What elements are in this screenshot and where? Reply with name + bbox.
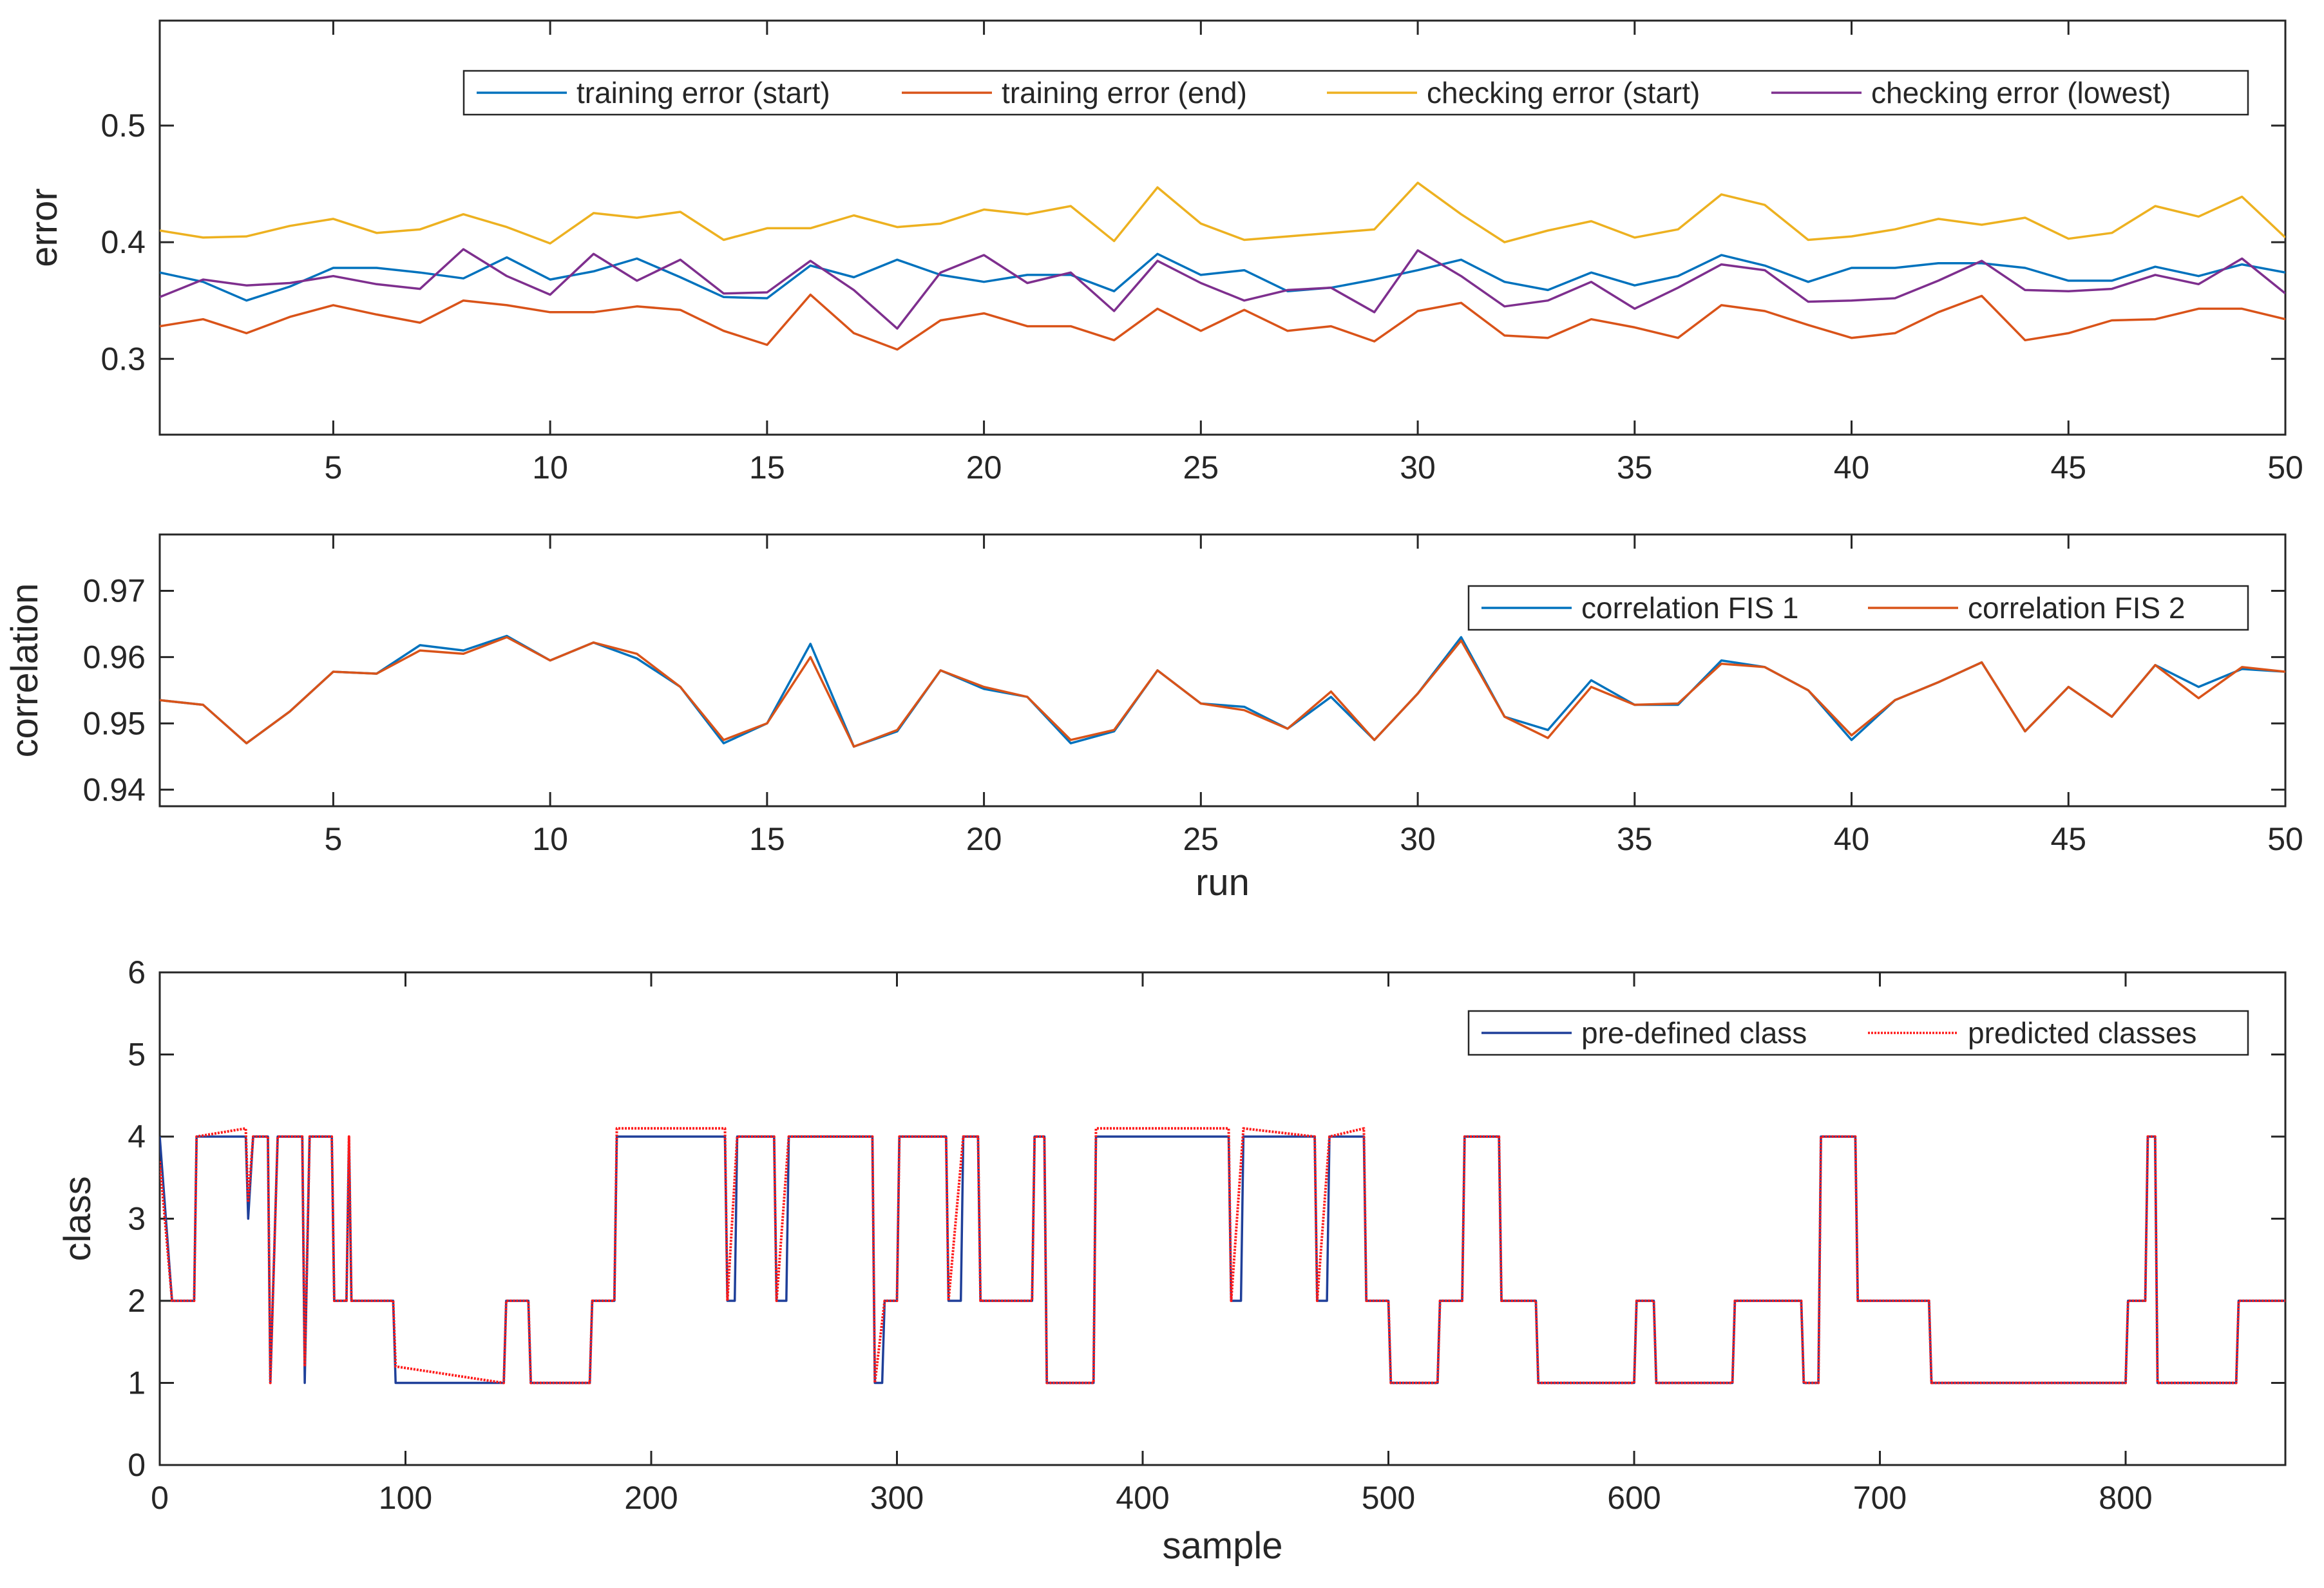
x-tick-label: 35 xyxy=(1617,821,1653,857)
series-line-checking-error-start- xyxy=(160,182,2285,245)
panel-class: 0 100 200 300 400 500 600 700 800 0 1 2 3 4 5 6 class sam… xyxy=(57,954,2287,1567)
series-line-correlation-fis-2 xyxy=(160,636,2285,748)
x-tick-label: 40 xyxy=(1834,821,1870,857)
x-tick-label: 800 xyxy=(2099,1480,2152,1516)
x-tick-label: 30 xyxy=(1400,449,1436,486)
series-group xyxy=(160,1127,2285,1385)
x-tick-label: 200 xyxy=(624,1480,678,1516)
legend-label: checking error (start) xyxy=(1427,76,1700,109)
x-tick-label: 700 xyxy=(1853,1480,1907,1516)
legend: correlation FIS 1 correlation FIS 2 xyxy=(1467,585,2249,631)
y-axis-title: correlation xyxy=(4,583,46,758)
legend-label: training error (start) xyxy=(576,76,830,109)
legend-box xyxy=(1467,585,2249,631)
x-tick-label: 500 xyxy=(1362,1480,1415,1516)
x-tick-label: 45 xyxy=(2050,449,2086,486)
legend-label: pre-defined class xyxy=(1581,1016,1807,1050)
y-tick-label: 0.96 xyxy=(83,639,146,675)
y-tick-label: 0.94 xyxy=(83,771,146,808)
y-tick-label: 5 xyxy=(128,1037,146,1073)
y-tick-label: 0 xyxy=(128,1447,146,1483)
y-tick-label: 3 xyxy=(128,1201,146,1237)
y-axis-title: error xyxy=(23,188,65,267)
x-tick-label: 15 xyxy=(749,821,785,857)
x-tick-label: 40 xyxy=(1834,449,1870,486)
x-tick-label: 45 xyxy=(2050,821,2086,857)
y-tick-label: 0.3 xyxy=(100,341,146,377)
x-tick-label: 50 xyxy=(2267,821,2303,857)
x-tick-label: 30 xyxy=(1400,821,1436,857)
x-axis-title: run xyxy=(1195,862,1250,903)
x-tick-label: 600 xyxy=(1607,1480,1661,1516)
series-line-training-error-start- xyxy=(160,252,2285,302)
plot-area xyxy=(158,533,2287,808)
x-tick-label: 10 xyxy=(532,449,568,486)
series-line-predicted-classes xyxy=(160,1127,2285,1385)
y-tick-label: 2 xyxy=(128,1283,146,1319)
x-tick-label: 25 xyxy=(1183,449,1219,486)
panel-correlation: 5 10 15 20 25 30 35 40 45 50 0.94 0.95 0.96 0.97 corre… xyxy=(4,533,2303,903)
series-group xyxy=(160,182,2285,351)
y-tick-label: 4 xyxy=(128,1119,146,1155)
x-tick-label: 20 xyxy=(966,449,1002,486)
y-tick-label: 0.5 xyxy=(100,108,146,144)
series-line-training-error-end- xyxy=(160,293,2285,351)
legend-label: checking error (lowest) xyxy=(1871,76,2171,109)
legend-label: predicted classes xyxy=(1968,1016,2196,1050)
x-tick-label: 0 xyxy=(151,1480,169,1516)
x-tick-label: 5 xyxy=(324,821,342,857)
x-tick-label: 15 xyxy=(749,449,785,486)
y-tick-label: 0.4 xyxy=(100,224,146,260)
legend: training error (start) training error (en… xyxy=(462,70,2249,116)
x-tick-label: 100 xyxy=(379,1480,432,1516)
x-tick-label: 25 xyxy=(1183,821,1219,857)
x-tick-label: 5 xyxy=(324,449,342,486)
x-tick-label: 400 xyxy=(1116,1480,1169,1516)
x-tick-label: 20 xyxy=(966,821,1002,857)
legend-label: correlation FIS 2 xyxy=(1968,591,2185,625)
y-tick-label: 1 xyxy=(128,1365,146,1401)
y-axis-title: class xyxy=(57,1176,99,1261)
y-tick-label: 0.95 xyxy=(83,705,146,741)
x-tick-label: 35 xyxy=(1617,449,1653,486)
legend-label: correlation FIS 1 xyxy=(1581,591,1798,625)
legend-label: training error (end) xyxy=(1002,76,1247,109)
y-tick-label: 0.97 xyxy=(83,572,146,609)
x-tick-label: 10 xyxy=(532,821,568,857)
legend-box xyxy=(1467,1010,2249,1056)
x-tick-label: 50 xyxy=(2267,449,2303,486)
panel-error: 5 10 15 20 25 30 35 40 45 50 0.3 0.4 0.5 error trainin… xyxy=(23,19,2303,486)
y-tick-label: 6 xyxy=(128,954,146,990)
legend: pre-defined class predicted classes xyxy=(1467,1010,2249,1056)
x-axis-title: sample xyxy=(1163,1525,1283,1567)
series-line-checking-error-lowest- xyxy=(160,248,2285,330)
x-tick-label: 300 xyxy=(870,1480,924,1516)
series-group xyxy=(160,634,2285,748)
